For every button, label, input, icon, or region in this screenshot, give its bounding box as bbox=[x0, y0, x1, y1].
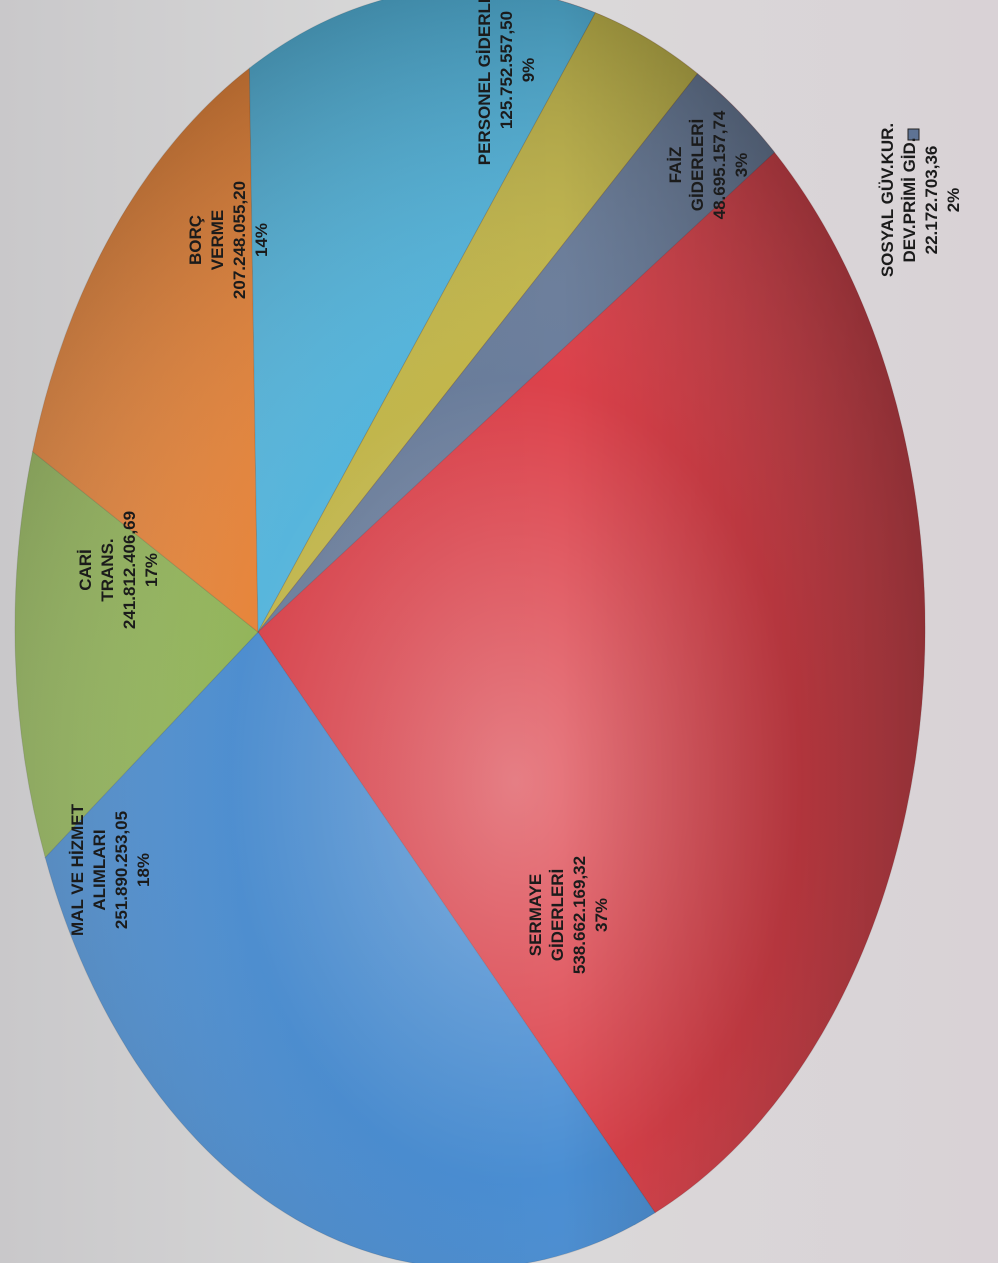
slice-value: 48.695.157,74 bbox=[710, 110, 729, 219]
slice-name: SERMAYE bbox=[526, 874, 545, 957]
pie-edge-shade bbox=[15, 0, 925, 1263]
slice-value: 538.662.169,32 bbox=[570, 856, 589, 974]
slice-name: MAL VE HİZMET bbox=[68, 803, 87, 936]
slice-label-mal-ve-hizmet-alimlari: MAL VE HİZMET ALIMLARI 251.890.253,05 18% bbox=[68, 803, 153, 936]
slice-labels: SERMAYE GİDERLERİ 538.662.169,32 37%MAL VE … bbox=[68, 0, 963, 974]
slice-label-borc-verme: BORÇ VERME 207.248.055,20 14% bbox=[186, 181, 271, 299]
slice-label-personel-giderleri: PERSONEL GİDERLERİ 125.752.557,50 9% bbox=[475, 0, 538, 165]
slice-label-cari-trans: CARİ TRANS. 241.812.406,69 17% bbox=[76, 511, 161, 629]
slice-name: TRANS. bbox=[98, 538, 117, 601]
slice-name: DEV.PRİMİ GİD. bbox=[900, 137, 919, 262]
slice-percent: 9% bbox=[519, 58, 538, 83]
slice-value: 22.172.703,36 bbox=[922, 146, 941, 255]
slice-value: 125.752.557,50 bbox=[497, 11, 516, 129]
slice-percent: 17% bbox=[142, 553, 161, 587]
slice-label-faiz-giderleri: FAİZ GİDERLERİ 48.695.157,74 3% bbox=[666, 110, 751, 219]
slice-percent: 3% bbox=[732, 153, 751, 178]
slice-name: BORÇ bbox=[186, 215, 205, 265]
slice-percent: 14% bbox=[252, 223, 271, 257]
slice-name: VERME bbox=[208, 210, 227, 270]
slice-name: CARİ bbox=[76, 549, 95, 591]
slice-name: FAİZ bbox=[666, 147, 685, 184]
slice-name: PERSONEL GİDERLERİ bbox=[475, 0, 494, 165]
slice-percent: 2% bbox=[944, 188, 963, 213]
slice-percent: 18% bbox=[134, 853, 153, 887]
slice-name: GİDERLERİ bbox=[688, 119, 707, 212]
slice-label-sosyal-guv-kur: SOSYAL GÜV.KUR. DEV.PRİMİ GİD. 22.172.703,… bbox=[878, 123, 963, 277]
slice-name: GİDERLERİ bbox=[548, 869, 567, 962]
legend-marker-sosyal bbox=[907, 128, 920, 141]
slice-name: ALIMLARI bbox=[90, 829, 109, 910]
pie-shading bbox=[15, 0, 925, 1263]
slice-percent: 37% bbox=[592, 898, 611, 932]
slice-value: 207.248.055,20 bbox=[230, 181, 249, 299]
slice-label-sermaye-giderleri: SERMAYE GİDERLERİ 538.662.169,32 37% bbox=[526, 856, 611, 974]
slice-value: 251.890.253,05 bbox=[112, 811, 131, 929]
slice-name: SOSYAL GÜV.KUR. bbox=[878, 123, 897, 277]
slice-value: 241.812.406,69 bbox=[120, 511, 139, 629]
